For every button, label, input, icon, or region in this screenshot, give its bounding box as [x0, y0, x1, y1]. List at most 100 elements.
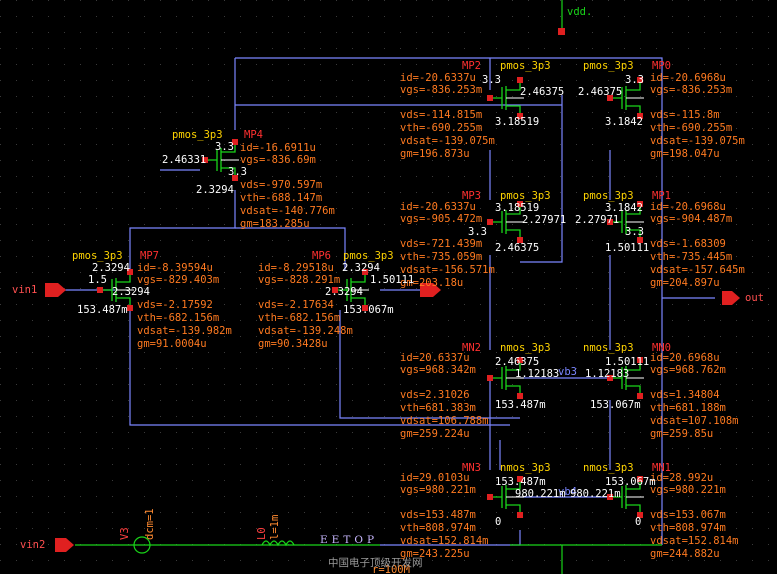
terminal	[127, 269, 133, 275]
watermark-logo: EETOP	[320, 534, 378, 546]
instance-name: MN2	[462, 342, 481, 354]
op-param: vds=-2.17592	[137, 299, 213, 311]
op-param: vgs=-836.69m	[240, 154, 316, 166]
pin-arrows	[45, 28, 740, 552]
instance-name: MP6	[312, 250, 331, 262]
node-voltage: 2.46375	[495, 242, 539, 254]
terminal	[232, 139, 238, 145]
terminal	[517, 77, 523, 83]
op-param: vth=681.383m	[400, 402, 476, 414]
op-param: gm=196.873u	[400, 148, 470, 160]
terminal	[607, 375, 613, 381]
model-name: nmos_3p3	[583, 342, 634, 354]
terminal	[607, 95, 613, 101]
op-param: id=-8.39594u	[137, 262, 213, 274]
op-param: id=-16.6911u	[240, 142, 316, 154]
instance-name: MP7	[140, 250, 159, 262]
op-param: gm=91.0004u	[137, 338, 207, 350]
op-param: gm=204.897u	[650, 277, 720, 289]
node-voltage: 3.3	[482, 74, 501, 86]
op-param: vdsat=-156.571m	[400, 264, 495, 276]
op-param: vth=808.974m	[400, 522, 476, 534]
op-param: vgs=-836.253m	[400, 84, 482, 96]
terminal	[517, 393, 523, 399]
pin-label: out	[745, 292, 764, 304]
node-voltage: 2.46375	[495, 356, 539, 368]
node-voltage: 2.46331	[162, 154, 206, 166]
op-param: id=-20.6337u	[400, 201, 476, 213]
op-param: vds=-721.439m	[400, 238, 482, 250]
terminal	[232, 175, 238, 181]
model-name: nmos_3p3	[500, 342, 551, 354]
inductor-param: l=1m	[269, 515, 281, 540]
terminal	[607, 219, 613, 225]
resistor-param: r=100M	[372, 564, 410, 574]
op-param: id=28.992u	[650, 472, 713, 484]
terminal	[637, 201, 643, 207]
op-param: vth=-735.059m	[400, 251, 482, 263]
op-param: vds=-114.815m	[400, 109, 482, 121]
op-param: vdsat=-140.776m	[240, 205, 335, 217]
instance-name: MP2	[462, 60, 481, 72]
op-param: gm=198.047u	[650, 148, 720, 160]
model-name: pmos_3p3	[72, 250, 123, 262]
model-name: nmos_3p3	[500, 462, 551, 474]
terminal	[517, 237, 523, 243]
node-voltage: 153.067m	[605, 476, 656, 488]
net-label: vb4	[558, 486, 577, 498]
terminal	[637, 237, 643, 243]
node-voltage: 3.1842	[605, 116, 643, 128]
instance-name: MP1	[652, 190, 671, 202]
op-param: vth=-682.156m	[258, 312, 340, 324]
op-param: vdsat=152.814m	[400, 535, 489, 547]
node-voltage: 2.27971	[575, 214, 619, 226]
op-param: vdsat=107.108m	[650, 415, 739, 427]
instance-name: MP4	[244, 129, 263, 141]
node-voltage: 2.27971	[522, 214, 566, 226]
op-param: vds=2.31026	[400, 389, 470, 401]
terminal	[487, 494, 493, 500]
op-param: vgs=968.762m	[650, 364, 726, 376]
op-param: id=20.6337u	[400, 352, 470, 364]
op-param: vds=1.34804	[650, 389, 720, 401]
op-param: vth=-690.255m	[650, 122, 732, 134]
node-voltage: 1.50111	[605, 356, 649, 368]
model-name: pmos_3p3	[500, 190, 551, 202]
terminal	[332, 287, 338, 293]
terminal	[97, 287, 103, 293]
terminal	[637, 393, 643, 399]
op-param: vds=-115.8m	[650, 109, 720, 121]
terminal	[637, 77, 643, 83]
op-param: id=-20.6337u	[400, 72, 476, 84]
node-voltage: 153.487m	[495, 399, 546, 411]
terminal	[637, 476, 643, 482]
op-param: gm=244.882u	[650, 548, 720, 560]
instance-name: MN0	[652, 342, 671, 354]
instance-name: MP3	[462, 190, 481, 202]
node-voltage: 3.3	[625, 74, 644, 86]
op-param: gm=259.85u	[650, 428, 713, 440]
op-param: id=29.0103u	[400, 472, 470, 484]
model-name: nmos_3p3	[583, 462, 634, 474]
source-param: dcm=1	[144, 508, 156, 540]
op-param: vgs=-828.291m	[258, 274, 340, 286]
wires	[65, 0, 715, 574]
op-param: id=20.6968u	[650, 352, 720, 364]
op-param: gm=203.18u	[400, 277, 463, 289]
node-voltage: 2.3294	[196, 184, 234, 196]
pin-label: vin2	[20, 539, 45, 551]
node-voltage: 2.46375	[520, 86, 564, 98]
op-param: vth=808.974m	[650, 522, 726, 534]
node-voltage: 1.50111	[605, 242, 649, 254]
node-voltage: 3.3	[625, 226, 644, 238]
op-param: vdsat=152.814m	[650, 535, 739, 547]
instance-name: MN1	[652, 462, 671, 474]
op-param: vdsat=-157.645m	[650, 264, 745, 276]
node-voltage: 0	[635, 516, 641, 528]
watermark-caption: 中国电子顶级开发网	[328, 556, 423, 569]
op-param: vgs=-905.472m	[400, 213, 482, 225]
model-name: pmos_3p3	[343, 250, 394, 262]
op-param: id=-20.6968u	[650, 72, 726, 84]
node-voltage: 980.221m	[515, 488, 566, 500]
